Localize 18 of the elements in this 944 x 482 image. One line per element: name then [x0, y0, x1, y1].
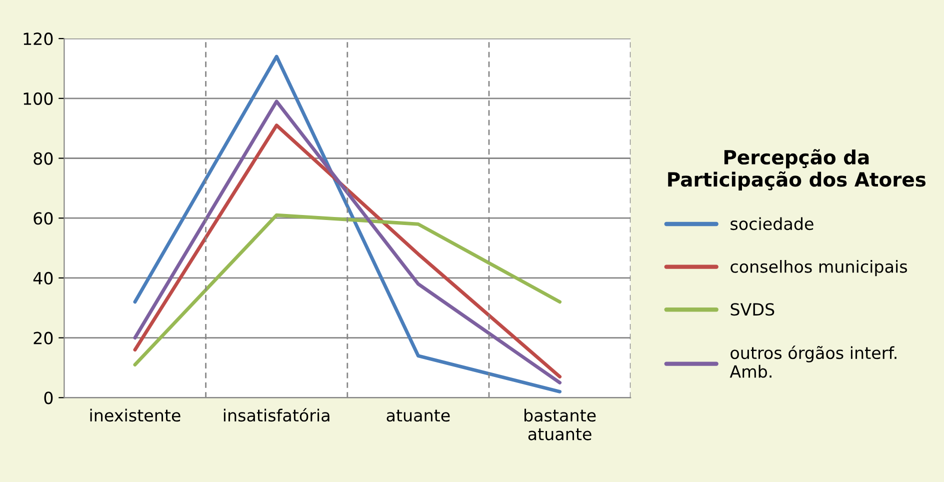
y-tick-label: 20	[34, 332, 53, 344]
x-tick-label: insatisfatória	[224, 408, 330, 422]
legend-label: SVDS	[730, 303, 774, 316]
legend-label: outros órgãos interf. Amb.	[730, 346, 896, 378]
y-tick-label: 0	[44, 392, 53, 404]
legend-title: Percepção da Participação dos Atores	[668, 149, 926, 191]
legend-label: sociedade	[730, 217, 814, 230]
y-tick-label: 40	[33, 272, 53, 285]
y-tick-label: 120	[24, 32, 53, 46]
x-tick-label: bastante atuante	[524, 408, 596, 440]
legend-label: conselhos municipais	[730, 260, 908, 276]
x-tick-label: inexistente	[90, 408, 180, 422]
y-tick-label: 80	[34, 152, 53, 165]
y-tick-label: 60	[34, 212, 53, 225]
y-tick-label: 100	[24, 92, 53, 105]
line-series	[133, 213, 562, 366]
x-tick-label: atuante	[386, 410, 450, 422]
line-series	[133, 54, 562, 394]
